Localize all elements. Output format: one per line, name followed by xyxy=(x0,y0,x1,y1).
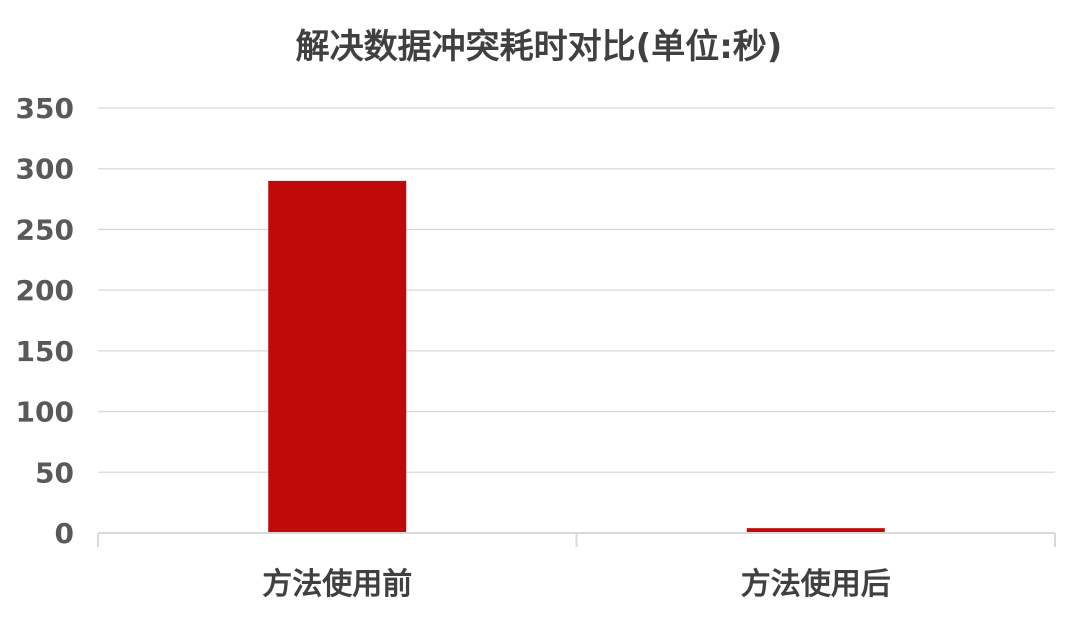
y-tick-label: 350 xyxy=(16,92,74,125)
x-category-label: 方法使用前 xyxy=(262,567,412,602)
bar xyxy=(268,180,407,533)
y-tick-label: 300 xyxy=(16,153,74,186)
x-category-label: 方法使用后 xyxy=(741,567,891,602)
bar xyxy=(746,528,885,533)
y-tick-label: 250 xyxy=(16,213,74,246)
chart-title: 解决数据冲突耗时对比(单位:秒) xyxy=(296,27,783,67)
y-tick-label: 100 xyxy=(16,396,74,429)
y-tick-label: 0 xyxy=(55,517,74,550)
y-tick-label: 150 xyxy=(16,335,74,368)
y-tick-label: 50 xyxy=(35,456,74,489)
y-tick-label: 200 xyxy=(16,274,74,307)
